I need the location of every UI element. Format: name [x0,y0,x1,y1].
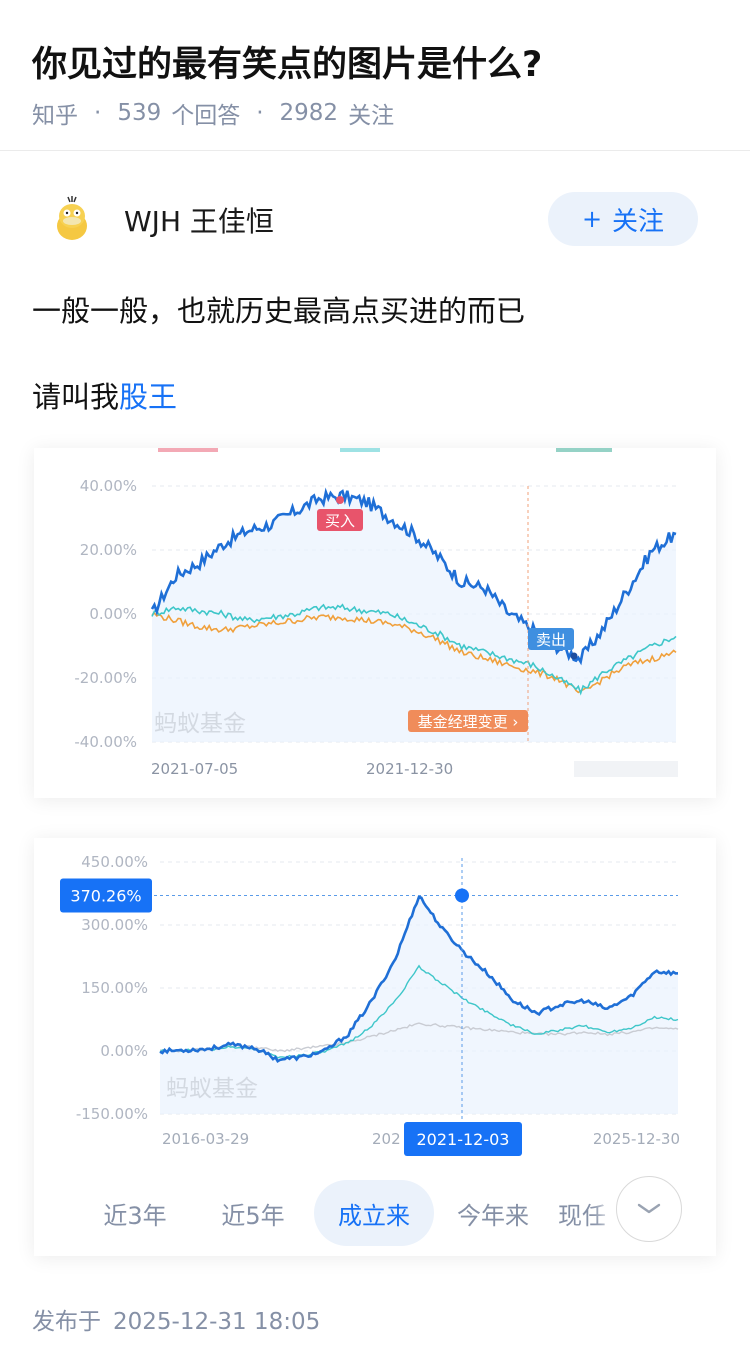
date-tooltip [404,1122,522,1156]
series-line-0 [150,487,677,666]
answer-text-line: 一般一般，也就历史最高点买进的而已 [32,294,526,328]
follow-label: 关注 [612,206,665,237]
legend-remnant [556,448,612,452]
y-tick-label: 150.00% [81,979,148,997]
x-tick-label: 2016-03-29 [162,1130,249,1148]
followers-count: 2982 [279,100,339,126]
value-tooltip-label: 370.26% [70,886,141,905]
answers-label: 个回答 [171,103,241,129]
x-tick-label: 2025-12-30 [593,1130,680,1148]
fund-chart-1: 40.00% 20.00% 0.00% -20.00% -40.00% 2021-07-0… [74,448,678,778]
author-name[interactable]: WJH 王佳恒 [124,205,274,238]
published-time: 2025-12-31 18:05 [113,1309,321,1335]
series-line-1 [151,603,677,696]
question-meta: 知乎 · 539 个回答 · 2982 关注 [32,96,394,130]
follow-button[interactable]: + 关注 [548,192,698,246]
tab-current-manager[interactable]: 现任 [558,1201,606,1230]
header-divider [0,150,750,151]
published-label: 发布于 [32,1309,101,1335]
y-tick-label: 0.00% [89,605,137,623]
value-tooltip [60,878,152,913]
x-tick-label: 2021-07-05 [151,760,238,778]
x-tick-blurred [574,761,678,777]
expand-button[interactable] [616,1176,682,1242]
series-line-0 [159,895,679,1063]
watermark: 蚂蚁基金 [154,711,246,737]
chevron-down-icon [637,1203,661,1214]
y-tick-label: 450.00% [81,853,148,871]
separator-dot: · [256,100,264,126]
buy-label: 买入 [325,512,355,530]
separator-dot: · [94,100,102,126]
x-tick-label: 2021-12-30 [366,760,453,778]
legend-remnant [158,448,218,452]
y-tick-label: 40.00% [80,477,137,495]
tab-since-inception[interactable]: 成立来 [314,1180,434,1246]
y-tick-label: 0.00% [100,1042,148,1060]
answers-count: 539 [117,100,162,126]
chart-image-1[interactable]: 40.00% 20.00% 0.00% -20.00% -40.00% 2021-07-0… [34,448,716,798]
y-tick-label: -20.00% [74,669,137,687]
question-title[interactable]: 你见过的最有笑点的图片是什么? [32,45,543,85]
buy-marker [336,496,344,504]
manager-change-label: 基金经理变更 › [418,713,519,731]
y-tick-label: 300.00% [81,916,148,934]
followers-label: 关注 [348,103,395,129]
x-tick-label-partial: 202 [372,1130,401,1148]
legend-remnant [340,448,380,452]
answer-text-line: 请叫我股王 [32,374,177,416]
series-line-2 [151,612,677,694]
answer-text-prefix: 请叫我 [32,380,120,414]
source-label[interactable]: 知乎 [32,103,78,129]
tab-5y[interactable]: 近5年 [221,1201,285,1230]
sell-tag [528,628,574,650]
highlight-point [455,888,469,903]
publish-info: 发布于 2025-12-31 18:05 [32,1302,320,1336]
keyword-link[interactable]: 股王 [119,380,178,414]
fund-chart-2: 450.00% 300.00% 150.00% 0.00% -150.00% 370.26… [60,853,680,1156]
manager-change-tag [408,710,528,732]
y-tick-label: 20.00% [80,541,137,559]
avatar[interactable] [44,190,100,246]
y-tick-label: -150.00% [76,1105,148,1123]
y-tick-label: -40.00% [74,733,137,751]
range-tabs: 近3年 近5年 成立来 今年来 现任 [52,1170,700,1246]
tab-3y[interactable]: 近3年 [103,1201,167,1230]
sell-marker [570,652,578,660]
chart-image-2[interactable]: 450.00% 300.00% 150.00% 0.00% -150.00% 370.26… [34,838,716,1256]
date-tooltip-label: 2021-12-03 [417,1130,510,1149]
watermark: 蚂蚁基金 [166,1076,258,1102]
plus-icon: + [581,205,603,233]
fund-area [152,490,676,742]
buy-tag [317,509,363,531]
psyduck-avatar-icon [57,196,87,240]
tab-ytd[interactable]: 今年来 [457,1201,529,1230]
sell-label: 卖出 [536,631,566,649]
